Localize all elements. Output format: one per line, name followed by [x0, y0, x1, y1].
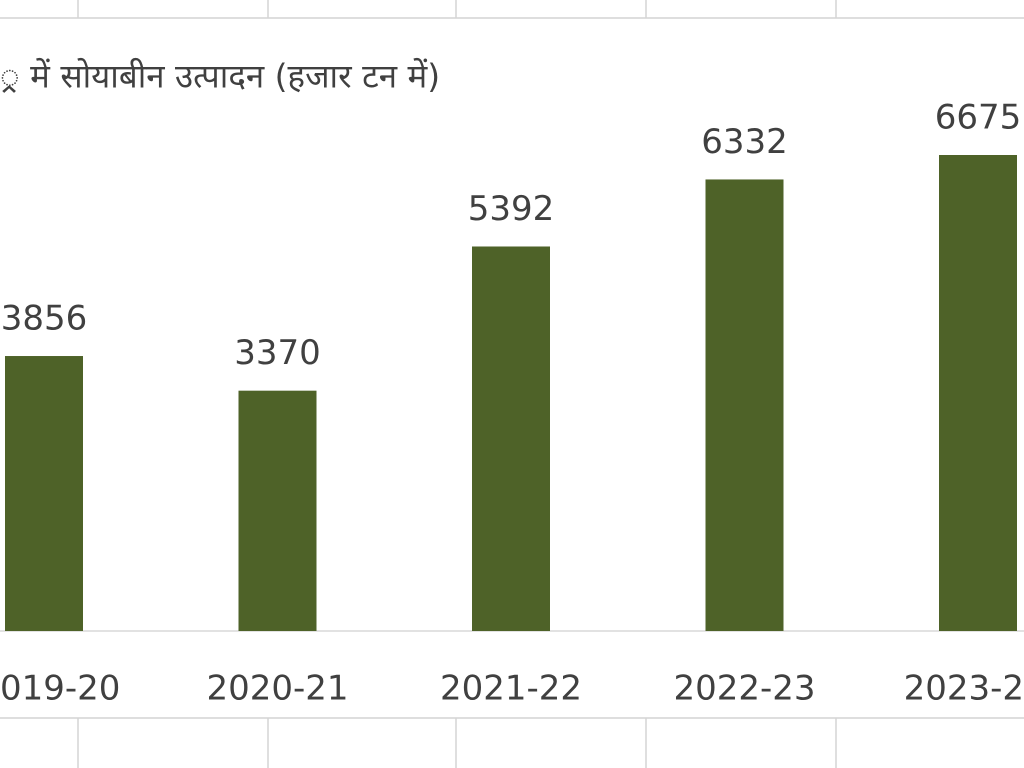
bar [939, 155, 1017, 631]
x-tick-label: 019-20 [0, 669, 120, 709]
x-tick-label: 2020-21 [206, 669, 348, 709]
data-label: 6332 [701, 122, 788, 162]
bar [238, 390, 317, 631]
x-tick-label: 2022-23 [673, 669, 815, 709]
chart-title: ्र में सोयाबीन उत्पादन (हजार टन में) [0, 57, 440, 96]
data-label: 3856 [1, 299, 88, 339]
data-label: 3370 [234, 333, 321, 373]
bar [472, 246, 550, 632]
bar [705, 179, 784, 631]
x-tick-label: 2021-22 [440, 669, 582, 709]
bar [5, 356, 83, 631]
data-label: 5392 [468, 189, 555, 229]
data-label: 6675 [935, 98, 1022, 138]
x-tick-label: 2023-2 [904, 669, 1024, 709]
